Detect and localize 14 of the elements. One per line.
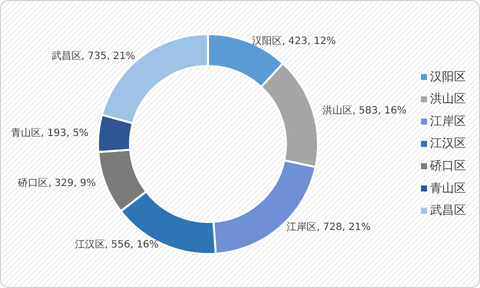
- data-label: 汉阳区, 423, 12%: [252, 34, 336, 47]
- legend-label: 江汉区: [430, 136, 466, 150]
- legend-label: 汉阳区: [430, 69, 466, 84]
- legend-label: 硚口区: [429, 158, 466, 172]
- data-label: 青山区, 193, 5%: [10, 126, 89, 139]
- data-label: 洪山区, 583, 16%: [322, 104, 406, 117]
- legend-label: 洪山区: [430, 92, 466, 106]
- data-label: 武昌区, 735, 21%: [51, 50, 136, 62]
- legend-label: 武昌区: [430, 203, 466, 218]
- data-label: 硚口区, 329, 9%: [17, 177, 96, 190]
- legend-label: 江岸区: [430, 114, 466, 128]
- legend-label: 青山区: [430, 180, 466, 195]
- data-label: 江岸区, 728, 21%: [286, 221, 371, 234]
- data-label: 江汉区, 556, 16%: [74, 238, 159, 250]
